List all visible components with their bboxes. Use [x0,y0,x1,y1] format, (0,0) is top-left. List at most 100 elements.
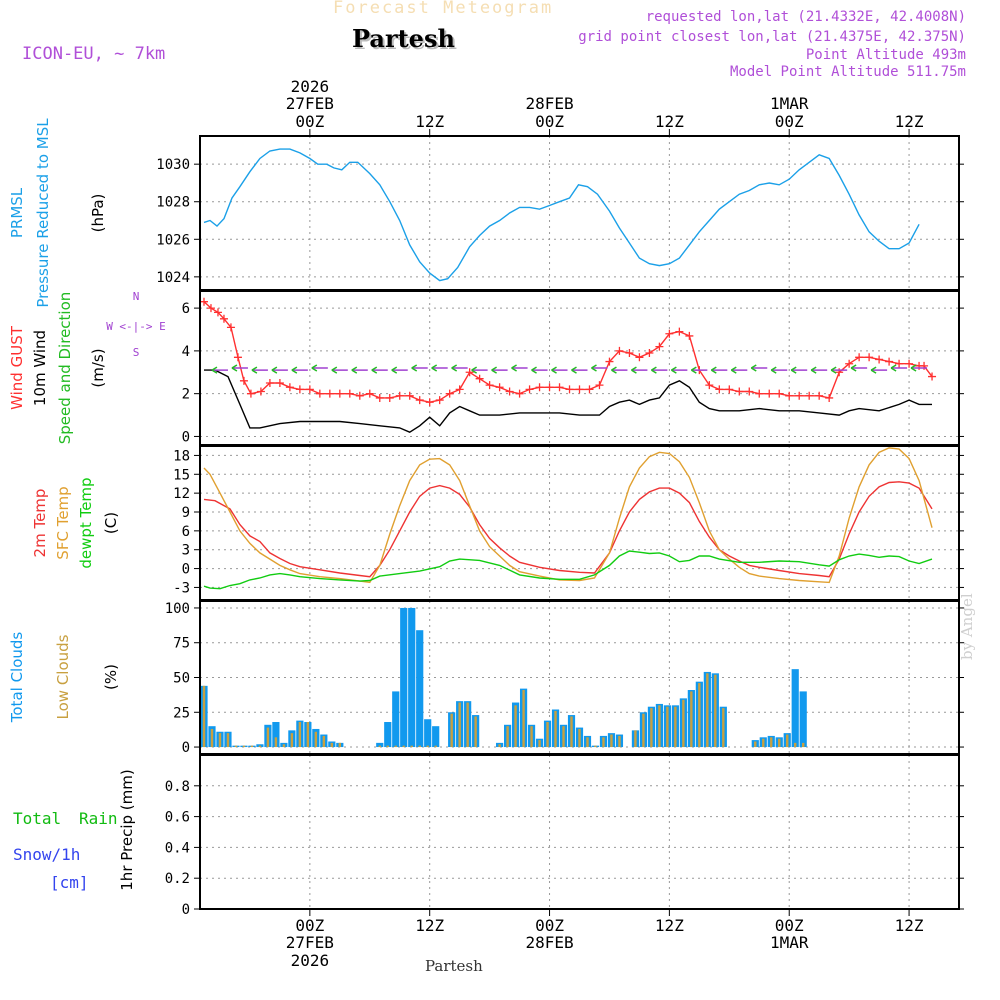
bottom-time-label: 12Z [895,916,924,935]
low-cloud-bar [506,726,509,748]
low-cloud-bar [602,737,605,748]
low-cloud-bar [714,674,717,748]
wind-arrow-head [651,366,657,374]
low-cloud-bar [210,728,214,748]
bottom-date-label: 1MAR [770,933,809,952]
top-year-label: 2026 [291,77,330,96]
gust-marker [226,323,235,332]
temp-sfc-label: SFC Temp [54,486,72,559]
low-cloud-bar [794,742,797,748]
dewpt-temp-line [203,550,933,590]
y-tick-label: 9 [182,505,190,521]
wind-arrow-head [670,366,677,374]
bottom-time-label: 00Z [775,916,804,935]
low-cloud-bar [706,673,709,748]
gust-marker [375,393,384,402]
low-cloud-bar [466,702,469,748]
precip-unit-cm-label: [cm] [50,873,89,892]
y-tick-label: 4 [182,344,190,360]
top-time-label: 00Z [295,112,324,131]
gust-marker [485,381,494,390]
bottom-date-label: 27FEB [286,933,334,952]
low-cloud-bar [314,731,318,748]
low-cloud-bar [578,728,581,748]
low-cloud-bar [530,726,533,748]
wind-arrow-head [870,366,877,374]
gust-marker [805,391,814,400]
bottom-time-label: 00Z [295,916,324,935]
low-cloud-bar [378,745,381,748]
low-cloud-bar [234,745,238,748]
low-cloud-bar [594,745,597,748]
station-name: Partesh [352,24,455,53]
low-cloud-bar [522,690,525,748]
top-time-label: 12Z [655,112,684,131]
low-cloud-bar [586,737,589,748]
forecast-title: Forecast Meteogram [333,0,554,18]
gust-marker [315,389,324,398]
low-cloud-bar [258,745,262,748]
low-cloud-bar [546,722,549,748]
temp-unit-label: (C) [102,512,120,534]
gust-marker [605,357,614,366]
wind-arrow-head [351,366,358,374]
gust-marker [928,372,937,381]
gust-marker [535,383,544,392]
low-cloud-bar [402,745,405,748]
gust-marker [565,385,574,394]
gust-marker [745,387,754,396]
gust-marker [495,383,504,392]
top-date-label: 27FEB [286,94,334,113]
wind-arrow-head [730,366,737,374]
wind-arrow-head [371,366,378,374]
low-cloud-bar [770,737,773,748]
panel-frame [199,445,960,601]
gust-marker [199,297,208,306]
gust-marker [239,376,248,385]
gust-marker [635,353,644,362]
gust-marker [795,391,804,400]
y-tick-label: 1026 [156,232,190,248]
wind-arrow-head [591,364,597,372]
wind-arrow-head [331,366,338,374]
low-cloud-bar [202,685,206,748]
gust-marker [365,389,374,398]
top-time-label: 12Z [895,112,924,131]
precip-unit-label: 1hr Precip (mm) [118,769,136,890]
low-cloud-bar [306,722,310,748]
gust-marker [675,327,684,336]
total-cloud-bar [408,607,416,748]
gust-marker [219,314,228,323]
wind-arrow-head [830,366,837,374]
y-tick-label: 1030 [156,157,190,173]
total-cloud-bar [272,722,280,748]
total-cloud-bar [432,726,440,748]
total-cloud-bar [424,719,432,748]
gust-marker [415,396,424,405]
compass-south: S [133,346,140,359]
y-tick-label: 15 [173,467,190,483]
low-clouds-label: Low Clouds [54,634,72,719]
precip-total-label: Total [13,809,61,828]
wind-arrow-head [571,366,577,374]
low-cloud-bar [290,733,294,748]
requested-coordinates: requested lon,lat (21.4332E, 42.4008N) [645,9,966,25]
y-tick-label: 50 [173,671,190,687]
low-cloud-bar [762,738,765,748]
total-cloud-bar [376,742,384,748]
low-cloud-bar [514,705,517,748]
wind-arrow-head [411,364,418,372]
gust-marker [515,389,524,398]
gust-marker [285,383,294,392]
bottom-year-label: 2026 [291,951,330,970]
bottom-time-label: 12Z [415,916,444,935]
gust-marker [325,389,334,398]
low-cloud-bar [778,738,781,748]
gust-marker [655,342,664,351]
gust-marker [555,383,564,392]
gust-marker [345,389,354,398]
wind-arrow-head [451,364,458,372]
wind-arrow-head [551,366,557,374]
y-tick-label: 1028 [156,195,190,211]
